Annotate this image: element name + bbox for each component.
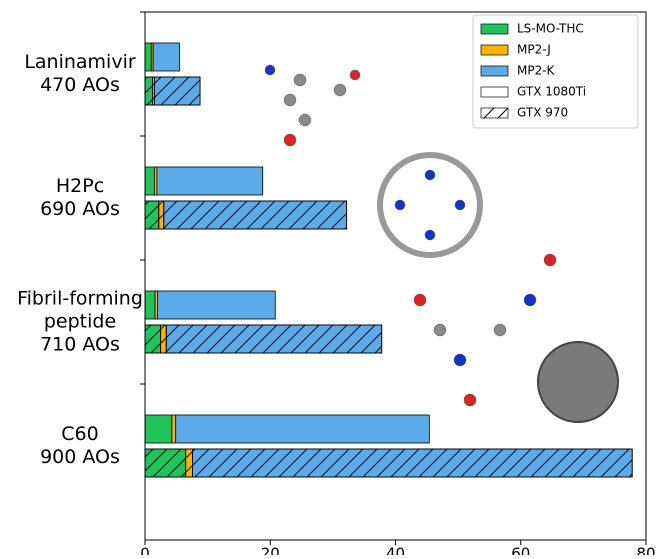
hatch-overlay: [159, 201, 164, 229]
x-tick-label: 0: [140, 545, 150, 556]
category-label: 900 AOs: [40, 446, 120, 468]
bar-segment: [172, 415, 176, 443]
category-label: C60: [61, 423, 98, 445]
bar-segment: [176, 415, 430, 443]
hatch-overlay: [145, 77, 153, 105]
legend-label: GTX 1080Ti: [517, 85, 586, 99]
legend-swatch: [481, 24, 508, 34]
hatch-overlay: [161, 325, 167, 353]
legend-label: GTX 970: [517, 106, 568, 120]
bar-segment: [145, 415, 172, 443]
legend-swatch: [481, 87, 508, 97]
hatch-overlay: [154, 77, 200, 105]
x-tick-label: 60: [511, 545, 530, 556]
x-tick-label: 20: [261, 545, 280, 556]
category-label: Fibril-forming: [17, 288, 143, 310]
category-label: 470 AOs: [40, 74, 120, 96]
legend-label: LS-MO-THC: [517, 22, 584, 36]
hatch-overlay: [145, 449, 186, 477]
legend-label: MP2-J: [517, 43, 551, 57]
legend-label: MP2-K: [517, 64, 556, 78]
bar-segment: [145, 291, 155, 319]
hatch-overlay: [145, 325, 161, 353]
hatch-overlay: [145, 201, 159, 229]
bar-segment: [158, 291, 276, 319]
bar-segment: [145, 43, 151, 71]
hatch-overlay: [166, 325, 381, 353]
bar-segment: [153, 43, 179, 71]
category-label: Laninamivir: [24, 51, 136, 73]
legend-swatch: [481, 45, 508, 55]
category-label: H2Pc: [56, 175, 104, 197]
legend-swatch: [481, 66, 508, 76]
bar-segment: [145, 167, 154, 195]
bar-segment: [157, 167, 263, 195]
x-tick-label: 40: [386, 545, 405, 556]
category-label: peptide: [44, 311, 116, 333]
chart: Laninamivir470 AOs H2Pc690 AOs Fibril-form…: [0, 0, 656, 555]
category-label: 690 AOs: [40, 198, 120, 220]
legend-swatch: [481, 108, 508, 118]
hatch-overlay: [164, 201, 347, 229]
x-tick-label: 80: [636, 545, 655, 556]
hatch-overlay: [193, 449, 633, 477]
category-label: 710 AOs: [40, 334, 120, 356]
hatch-overlay: [186, 449, 193, 477]
